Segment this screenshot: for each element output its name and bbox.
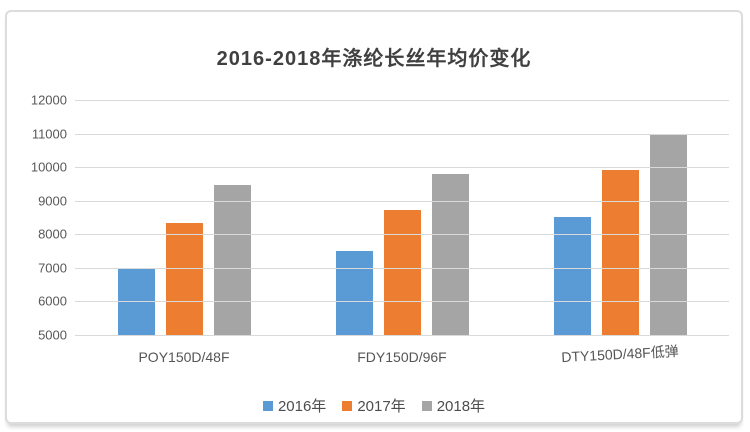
x-axis: POY150D/48F FDY150D/96F DTY150D/48F低弹 (75, 343, 729, 369)
y-tick-label: 5000 (38, 327, 67, 343)
bar-2018年-FDY150D/96F (431, 173, 469, 335)
x-tick-label: DTY150D/48F低弹 (560, 342, 680, 366)
legend: 2016年 2017年 2018年 (7, 395, 741, 416)
gridline (75, 301, 729, 303)
gridline (75, 167, 729, 169)
legend-label: 2017年 (357, 398, 406, 415)
bar-2016年-FDY150D/96F (335, 251, 373, 335)
gridline (75, 267, 729, 269)
bar-2017年-FDY150D/96F (383, 209, 421, 335)
bar-2018年-POY150D/48F (213, 184, 251, 335)
bar-groups (75, 100, 729, 335)
legend-swatch-icon (421, 400, 432, 411)
bar-group (75, 100, 293, 335)
gridline (75, 335, 729, 336)
y-tick-label: 10000 (30, 159, 67, 175)
chart-frame: 2016-2018年涤纶长丝年均价变化 12000 11000 10000 9000 8… (5, 10, 743, 424)
legend-item: 2018年 (421, 395, 486, 416)
y-tick-label: 9000 (38, 193, 67, 209)
y-tick-label: 6000 (38, 293, 67, 309)
bar-2017年-DTY150D/48F低弹 (601, 169, 639, 335)
y-tick-label: 8000 (38, 226, 67, 242)
legend-label: 2018年 (436, 398, 486, 415)
y-axis: 12000 11000 10000 9000 8000 7000 6000 5000 (7, 93, 67, 343)
chart-title: 2016-2018年涤纶长丝年均价变化 (216, 48, 532, 70)
gridline (75, 200, 729, 202)
y-tick-label: 11000 (31, 126, 67, 142)
gridline (75, 100, 729, 101)
bar-2016年-DTY150D/48F低弹 (553, 216, 591, 335)
x-tick-label: FDY150D/96F (357, 349, 447, 365)
legend-swatch-icon (262, 400, 273, 411)
gridline (75, 234, 729, 236)
plot-area (75, 100, 729, 336)
legend-label: 2016年 (277, 398, 327, 415)
legend-item: 2016年 (262, 395, 327, 416)
x-tick-label: POY150D/48F (138, 349, 230, 365)
legend-item: 2017年 (342, 395, 406, 416)
y-tick-label: 12000 (30, 92, 67, 108)
y-tick-label: 7000 (38, 260, 67, 276)
bar-group (511, 100, 729, 335)
legend-swatch-icon (342, 400, 353, 411)
gridline (75, 133, 729, 135)
bar-2017年-POY150D/48F (165, 222, 203, 335)
bar-group (293, 100, 511, 335)
